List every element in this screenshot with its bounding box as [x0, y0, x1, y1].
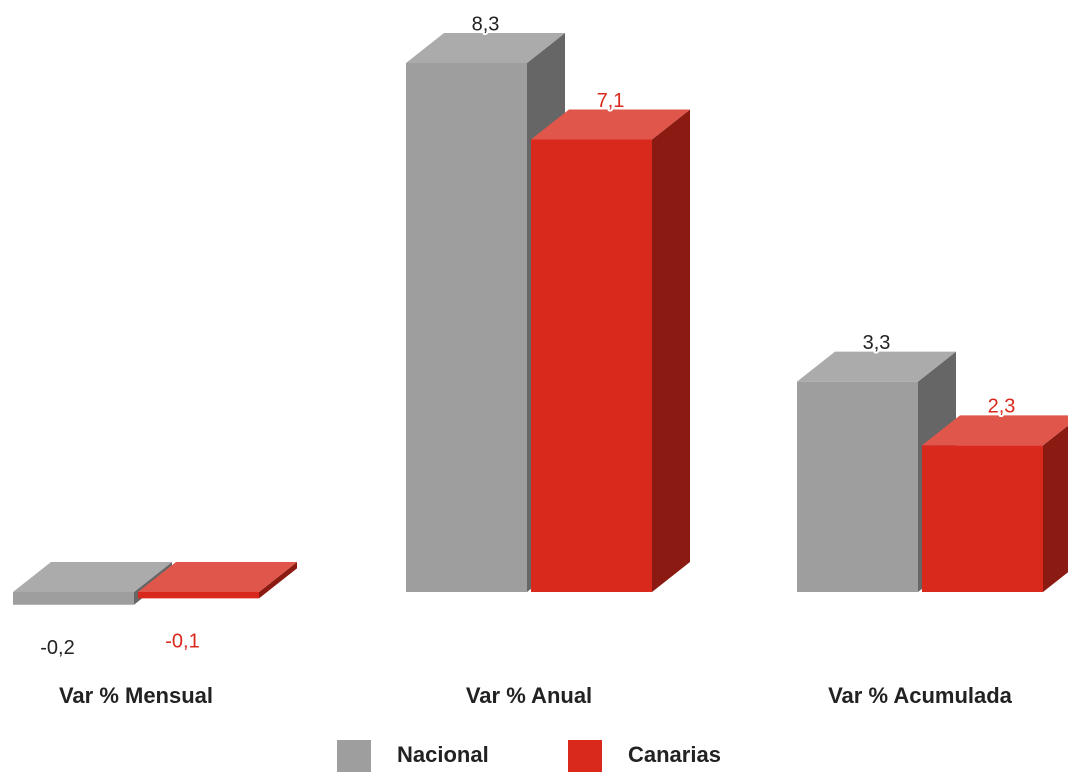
- bar-side: [1043, 425, 1068, 592]
- value-label: 3,3: [863, 332, 891, 354]
- bar: [531, 139, 652, 592]
- legend-swatch: [337, 740, 371, 772]
- legend-swatch: [568, 740, 602, 772]
- value-label: -0,1: [165, 631, 199, 653]
- bar-top: [797, 351, 956, 382]
- bar: [406, 63, 527, 592]
- legend-label: Canarias: [628, 742, 721, 767]
- value-label: -0,2: [40, 637, 74, 659]
- x-tick-label: Var % Mensual: [59, 683, 213, 708]
- bar-top: [138, 562, 297, 592]
- x-tick-label: Var % Acumulada: [828, 683, 1013, 708]
- bar-top: [531, 109, 690, 140]
- value-label: 2,3: [988, 396, 1016, 418]
- bar: [13, 592, 134, 605]
- bar: [138, 592, 259, 599]
- bar-side: [652, 109, 690, 592]
- bar: [797, 381, 918, 592]
- legend-label: Nacional: [397, 742, 489, 767]
- bar-side: [259, 562, 297, 599]
- bar-top: [922, 415, 1068, 446]
- bar-top: [406, 33, 565, 63]
- bar: [922, 445, 1043, 592]
- x-tick-label: Var % Anual: [466, 683, 592, 708]
- value-label: 7,1: [597, 90, 625, 112]
- bar-top: [13, 562, 172, 592]
- value-label: 8,3: [472, 13, 500, 35]
